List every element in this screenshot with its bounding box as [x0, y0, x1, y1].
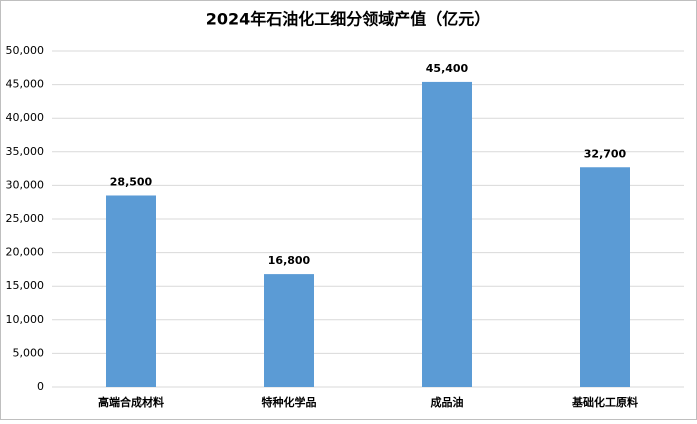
value-label: 45,400 — [426, 62, 469, 75]
x-tick-label: 成品油 — [431, 395, 464, 409]
y-tick-label: 25,000 — [6, 212, 45, 225]
x-tick-label: 基础化工原料 — [571, 395, 638, 409]
y-tick-label: 30,000 — [6, 178, 45, 191]
bar — [422, 81, 472, 388]
y-tick-label: 35,000 — [6, 145, 45, 158]
y-tick-label: 15,000 — [6, 279, 45, 292]
y-tick-label: 40,000 — [6, 111, 45, 124]
y-tick-label: 50,000 — [6, 44, 45, 57]
y-tick-label: 10,000 — [6, 313, 45, 326]
y-tick-label: 5,000 — [13, 346, 45, 359]
value-label: 32,700 — [584, 147, 627, 160]
y-tick-label: 45,000 — [6, 78, 45, 91]
value-label: 16,800 — [268, 254, 311, 267]
bar — [264, 274, 314, 387]
chart-title: 2024年石油化工细分领域产值（亿元） — [206, 10, 491, 29]
bar — [580, 167, 630, 387]
y-tick-label: 20,000 — [6, 246, 45, 259]
x-tick-label: 高端合成材料 — [98, 395, 164, 409]
bar — [106, 195, 156, 387]
x-tick-label: 特种化学品 — [262, 395, 317, 409]
y-tick-label: 0 — [37, 380, 44, 393]
value-label: 28,500 — [110, 175, 153, 188]
